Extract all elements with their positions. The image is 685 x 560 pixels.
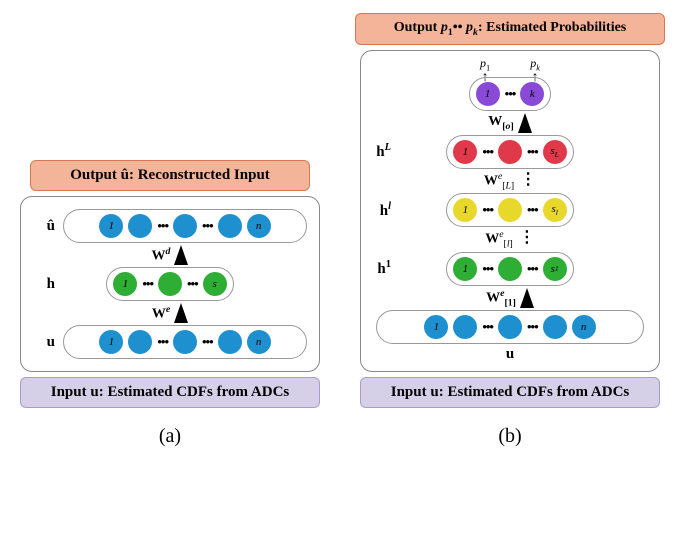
- layer-h-label: h: [33, 276, 55, 293]
- layer-u-b: 1 ••• ••• n: [376, 310, 644, 344]
- panel-a-input-banner: Input u: Estimated CDFs from ADCs: [20, 377, 320, 408]
- dots: •••: [202, 218, 213, 234]
- node: [218, 330, 242, 354]
- layer-hl-pill: 1 ••• ••• sl: [446, 193, 573, 227]
- node: sL: [543, 140, 567, 164]
- layer-u-label: u: [33, 334, 55, 351]
- node: 1: [476, 82, 500, 106]
- node: [218, 214, 242, 238]
- dots: •••: [202, 334, 213, 350]
- output-prob-arrows: p1↑ pk↑: [480, 59, 540, 75]
- weight-arrow-Wd: Wd: [152, 245, 189, 265]
- node: [173, 330, 197, 354]
- node: 1: [424, 315, 448, 339]
- node: [128, 214, 152, 238]
- node: sl: [543, 198, 567, 222]
- dots: •••: [482, 144, 493, 160]
- layer-h-pill: 1 ••• ••• s: [106, 267, 233, 301]
- node: 1: [453, 257, 477, 281]
- dots: •••: [527, 144, 538, 160]
- node: [498, 315, 522, 339]
- dots: •••: [482, 319, 493, 335]
- panel-b-label: (b): [498, 425, 521, 448]
- node: n: [247, 214, 271, 238]
- weight-arrow-We: We: [152, 303, 188, 323]
- panel-a-network: û 1 ••• ••• n Wd h 1 •••: [20, 196, 320, 372]
- panel-a-label: (a): [159, 425, 181, 448]
- panel-b: Output p1•• pk: Estimated Probabilities …: [350, 10, 670, 448]
- dots: •••: [482, 202, 493, 218]
- node: n: [247, 330, 271, 354]
- layer-hl-label: hl: [369, 201, 391, 220]
- panel-b-network: p1↑ pk↑ 1 ••• k W[o] hL 1 ••• ••• sL: [360, 50, 660, 372]
- node: s1: [543, 257, 567, 281]
- weight-arrow-W1: We[1]: [486, 288, 534, 308]
- layer-u-b-label: u: [506, 346, 514, 363]
- dots: •••: [527, 202, 538, 218]
- layer-u: u 1 ••• ••• n: [33, 325, 307, 359]
- dots: •••: [157, 218, 168, 234]
- node: 1: [99, 330, 123, 354]
- node: 1: [113, 272, 137, 296]
- node: [498, 140, 522, 164]
- panel-a-output-banner: Output û: Reconstructed Input: [30, 160, 310, 191]
- node: [158, 272, 182, 296]
- diagram-panels: Output û: Reconstructed Input û 1 ••• ••…: [10, 10, 675, 448]
- node: n: [572, 315, 596, 339]
- node: [453, 315, 477, 339]
- layer-uhat-pill: 1 ••• ••• n: [63, 209, 307, 243]
- node: [173, 214, 197, 238]
- dots: •••: [187, 276, 198, 292]
- panel-b-output-banner: Output p1•• pk: Estimated Probabilities: [355, 13, 665, 45]
- weight-arrow-WL: We[L]⋮: [484, 171, 536, 191]
- layer-u-pill: 1 ••• ••• n: [63, 325, 307, 359]
- layer-hL-label: hL: [369, 142, 391, 161]
- weight-arrow-Wl: We[l]⋮: [485, 229, 535, 249]
- node: [128, 330, 152, 354]
- node: [543, 315, 567, 339]
- layer-uhat: û 1 ••• ••• n: [33, 209, 307, 243]
- node: k: [520, 82, 544, 106]
- layer-h: h 1 ••• ••• s h: [33, 267, 307, 301]
- dots: •••: [527, 319, 538, 335]
- dots: •••: [505, 86, 516, 102]
- weight-arrow-Wo: W[o]: [488, 113, 531, 133]
- node: 1: [453, 198, 477, 222]
- dots: •••: [157, 334, 168, 350]
- dots: •••: [482, 261, 493, 277]
- node: 1: [453, 140, 477, 164]
- layer-h1-pill: 1 ••• ••• s1: [446, 252, 573, 286]
- node: [498, 198, 522, 222]
- dots: •••: [142, 276, 153, 292]
- layer-hl: hl 1 ••• ••• sl hl: [369, 193, 651, 227]
- layer-output: 1 ••• k: [469, 77, 552, 111]
- node: [498, 257, 522, 281]
- layer-h1: h1 1 ••• ••• s1 h1: [369, 252, 651, 286]
- dots: •••: [527, 261, 538, 277]
- node: s: [203, 272, 227, 296]
- layer-uhat-label: û: [33, 218, 55, 235]
- node: 1: [99, 214, 123, 238]
- layer-hL: hL 1 ••• ••• sL hL: [369, 135, 651, 169]
- layer-h1-label: h1: [369, 259, 391, 278]
- layer-hL-pill: 1 ••• ••• sL: [446, 135, 573, 169]
- panel-a: Output û: Reconstructed Input û 1 ••• ••…: [10, 157, 330, 448]
- panel-b-input-banner: Input u: Estimated CDFs from ADCs: [360, 377, 660, 408]
